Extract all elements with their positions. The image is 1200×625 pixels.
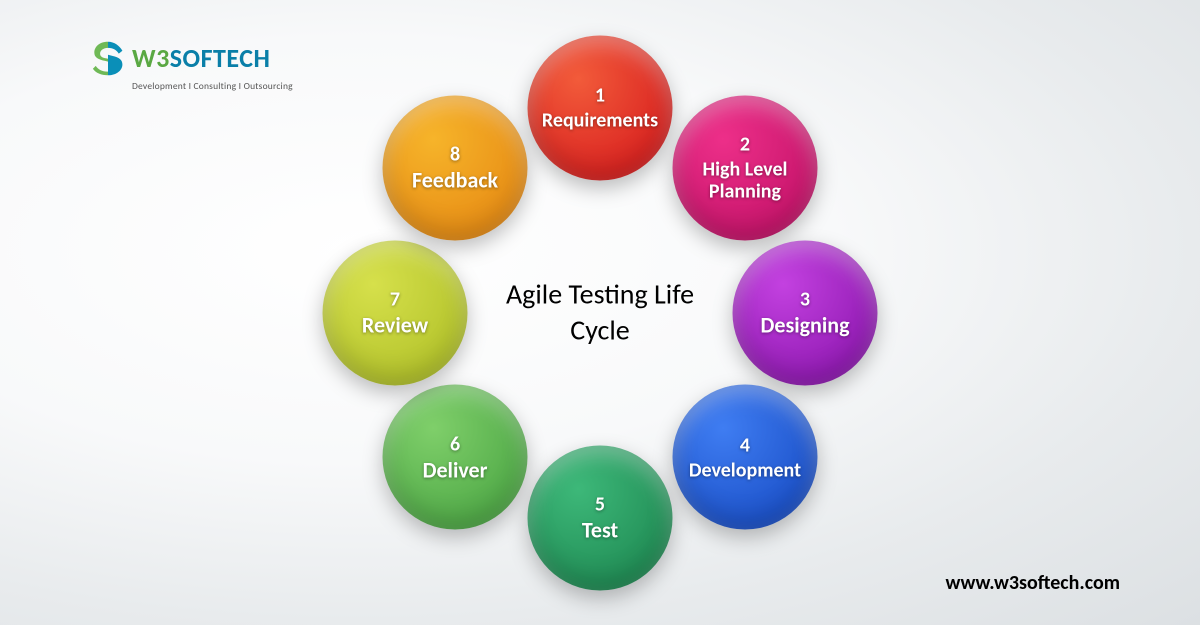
cycle-node-8: 8Feedback (383, 95, 528, 240)
cycle-node-6: 6Deliver (383, 385, 528, 530)
cycle-node-label: Test (576, 518, 624, 542)
logo-tagline: Development I Consulting I Outsourcing (132, 80, 293, 92)
cycle-node-number: 1 (595, 84, 605, 108)
cycle-node-label: Review (356, 313, 434, 337)
cycle-node-number: 6 (450, 432, 460, 456)
logo-s-icon (90, 40, 126, 76)
agile-cycle-diagram: Agile Testing Life Cycle 1Requirements2H… (310, 23, 890, 603)
cycle-node-number: 3 (800, 287, 810, 311)
cycle-node-number: 7 (390, 287, 400, 311)
cycle-center-title: Agile Testing Life Cycle (490, 276, 710, 349)
cycle-node-4: 4Development (672, 385, 817, 530)
cycle-node-2: 2High Level Planning (672, 95, 817, 240)
logo-w3: W3 (132, 42, 170, 74)
cycle-node-1: 1Requirements (528, 35, 673, 180)
cycle-node-5: 5Test (528, 445, 673, 590)
cycle-node-label: Development (683, 459, 807, 481)
cycle-node-label: Requirements (536, 110, 664, 132)
cycle-node-label: Designing (755, 313, 856, 337)
cycle-node-number: 8 (450, 142, 460, 166)
logo-softech: SOFTECH (170, 42, 271, 74)
cycle-node-3: 3Designing (733, 240, 878, 385)
cycle-node-label: High Level Planning (696, 159, 793, 203)
cycle-node-label: Feedback (406, 168, 504, 192)
cycle-node-number: 4 (740, 433, 750, 457)
cycle-node-label: Deliver (417, 458, 494, 482)
cycle-node-7: 7Review (323, 240, 468, 385)
website-url: www.w3softech.com (945, 571, 1120, 595)
cycle-node-number: 2 (740, 133, 750, 157)
logo-text: W3SOFTECH (132, 45, 270, 71)
cycle-node-number: 5 (595, 492, 605, 516)
brand-logo: W3SOFTECH Development I Consulting I Out… (90, 40, 293, 92)
